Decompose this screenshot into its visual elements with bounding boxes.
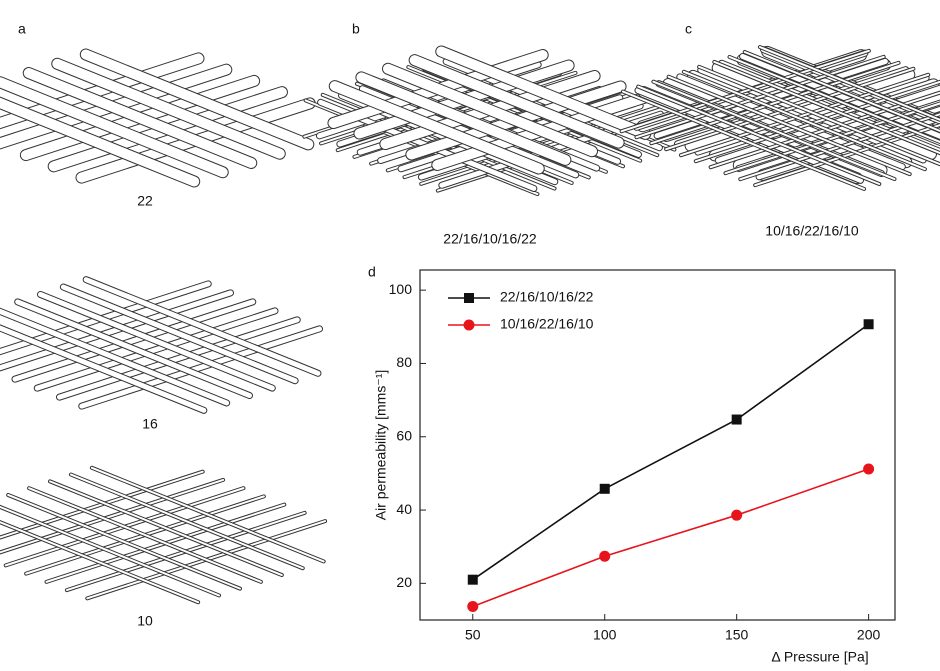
mesh-rod-highlight xyxy=(758,46,940,121)
caption: 10/16/22/16/10 xyxy=(765,223,859,239)
series-line xyxy=(472,468,869,608)
marker xyxy=(463,319,475,331)
panel-label: a xyxy=(18,21,26,37)
mesh-rod-highlight xyxy=(15,299,252,399)
marker xyxy=(731,509,743,521)
mesh-rod-highlight xyxy=(0,308,230,406)
mesh-rod-highlight xyxy=(698,67,926,163)
mesh-rod-highlight xyxy=(677,74,905,170)
mesh-rod-highlight xyxy=(740,53,940,139)
mesh-rod-highlight xyxy=(635,87,863,183)
marker xyxy=(467,600,479,612)
y-tick-label: 20 xyxy=(396,574,412,590)
mesh-rod-highlight xyxy=(56,317,300,400)
panel-label: d xyxy=(368,264,376,280)
mesh-rod-highlight xyxy=(28,487,262,583)
marker xyxy=(467,574,478,585)
mesh-rod-highlight xyxy=(83,277,321,376)
mesh-rod-highlight xyxy=(652,80,896,181)
mesh-rod-highlight xyxy=(637,85,881,186)
mesh-rod-highlight xyxy=(694,80,940,163)
panel-label: c xyxy=(685,21,692,37)
marker xyxy=(863,319,874,330)
series-line xyxy=(472,323,870,581)
x-tick-label: 50 xyxy=(465,627,481,643)
mesh-rod-highlight xyxy=(739,113,940,181)
mesh-rod-highlight xyxy=(0,290,234,371)
marker xyxy=(599,483,610,494)
mesh-rod-highlight xyxy=(667,75,911,176)
mesh-rod-highlight xyxy=(383,63,597,157)
mesh-rod-highlight xyxy=(0,325,207,413)
x-tick-label: 200 xyxy=(857,627,881,643)
mesh-rod-highlight xyxy=(713,60,940,155)
mesh-rod-highlight xyxy=(69,473,304,570)
marker xyxy=(731,414,742,425)
mesh-rod-highlight xyxy=(49,480,283,577)
y-tick-label: 60 xyxy=(396,427,412,443)
mesh-rod-highlight xyxy=(650,61,900,145)
mesh-rod-highlight xyxy=(0,281,211,355)
mesh-rod-highlight xyxy=(38,291,275,391)
mesh-rod-highlight xyxy=(724,102,940,175)
mesh-rod-highlight xyxy=(436,46,651,139)
mesh-rod-highlight xyxy=(621,90,866,190)
mesh-rod-highlight xyxy=(728,55,940,144)
caption: 10 xyxy=(137,613,153,629)
mesh-rod-highlight xyxy=(356,72,571,165)
mesh-rod-highlight xyxy=(90,466,325,563)
mesh-rod-highlight xyxy=(754,124,940,187)
x-tick-label: 100 xyxy=(593,627,617,643)
mesh-rod-highlight xyxy=(0,97,200,187)
mesh-rod-highlight xyxy=(743,50,940,132)
mesh-rod-highlight xyxy=(698,65,940,166)
caption: 16 xyxy=(142,416,158,432)
mesh-rod-highlight xyxy=(34,308,278,391)
mesh-rod-highlight xyxy=(23,68,257,168)
mesh-rod-highlight xyxy=(620,49,870,133)
mesh-illustrations xyxy=(0,45,940,605)
mesh-rod-highlight xyxy=(665,67,915,151)
y-tick-label: 100 xyxy=(389,281,413,297)
mesh-rod-highlight xyxy=(80,49,314,150)
legend-label: 22/16/10/16/22 xyxy=(500,289,594,305)
x-axis-label: Δ Pressure [Pa] xyxy=(771,649,868,665)
panel-label: b xyxy=(352,21,360,37)
mesh-rod-highlight xyxy=(329,81,544,174)
mesh-rod-highlight xyxy=(635,55,885,139)
mesh-rod-highlight xyxy=(7,493,241,590)
mesh-rod-highlight xyxy=(409,55,624,148)
y-tick-label: 80 xyxy=(396,354,412,370)
mesh-rod-highlight xyxy=(682,70,926,171)
mesh-rod-highlight xyxy=(0,77,228,178)
mesh-rod-highlight xyxy=(79,326,323,409)
y-tick-label: 40 xyxy=(396,501,412,517)
caption: 22 xyxy=(137,193,153,209)
mesh-rod-highlight xyxy=(709,91,940,169)
mesh-rod-highlight xyxy=(12,299,256,382)
caption: 22/16/10/16/22 xyxy=(443,231,537,247)
y-axis-label: Air permeability [mms⁻¹] xyxy=(373,370,389,521)
mesh-rod-highlight xyxy=(52,58,285,159)
mesh-rod-highlight xyxy=(0,505,221,597)
mesh-rod-highlight xyxy=(0,521,200,604)
plot-frame xyxy=(419,269,896,621)
mesh-rod-highlight xyxy=(60,284,298,384)
x-tick-label: 150 xyxy=(725,627,749,643)
marker xyxy=(599,550,611,562)
legend-label: 10/16/22/16/10 xyxy=(500,316,594,332)
mesh-rod-highlight xyxy=(679,73,930,157)
marker xyxy=(863,463,875,475)
marker xyxy=(464,293,474,303)
